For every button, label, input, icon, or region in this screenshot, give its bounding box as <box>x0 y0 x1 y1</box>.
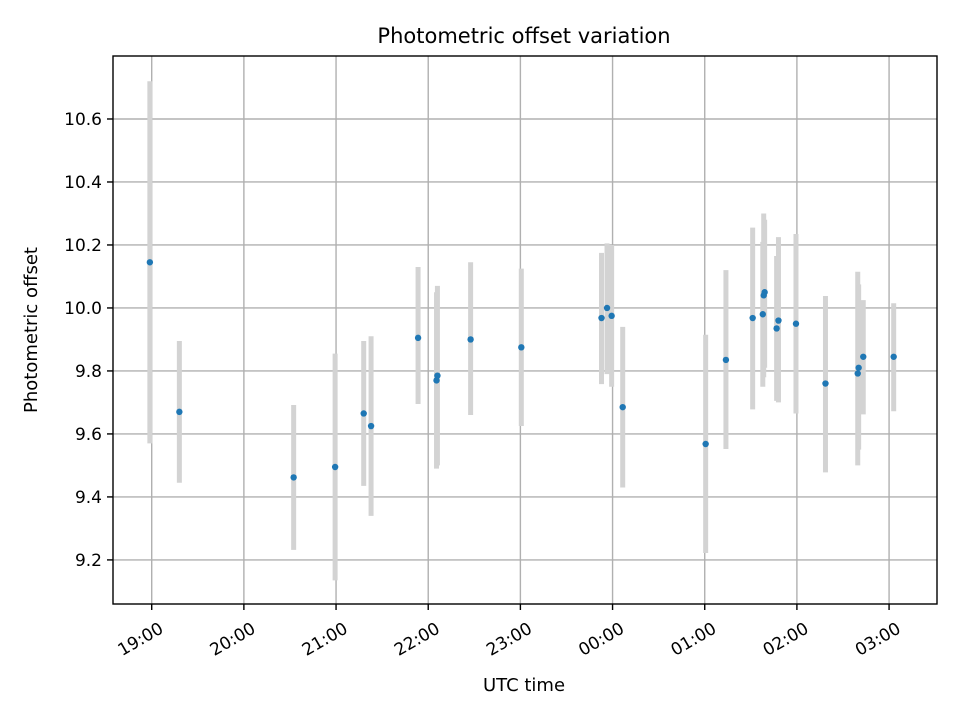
x-tick-label: 19:00 <box>115 619 167 661</box>
data-point <box>890 353 897 360</box>
data-point <box>414 334 422 342</box>
y-axis: 9.2 9.4 9.6 9.8 10.0 10.2 10.4 10.6 <box>64 110 113 571</box>
data-point <box>290 474 297 481</box>
y-tick-label: 10.6 <box>64 110 102 130</box>
x-tick-label: 03:00 <box>852 619 904 661</box>
data-point <box>702 440 709 448</box>
data-point <box>792 320 800 327</box>
data-point <box>773 325 780 332</box>
data-point <box>761 289 768 296</box>
data-point <box>518 344 525 351</box>
y-tick-label: 10.2 <box>64 236 102 256</box>
data-point <box>360 410 367 417</box>
data-point <box>367 422 375 430</box>
data-point <box>722 356 730 364</box>
x-axis-label: UTC time <box>483 675 565 696</box>
y-tick-label: 10.4 <box>64 173 102 193</box>
x-axis: 19:00 20:00 21:00 22:00 23:00 00:00 01:00 02:00… <box>115 604 904 661</box>
error-bars <box>147 81 897 581</box>
data-point <box>434 372 441 379</box>
y-tick-label: 10.0 <box>64 299 102 319</box>
y-axis-label: Photometric offset <box>21 247 42 413</box>
data-point <box>822 380 829 387</box>
x-tick-label: 21:00 <box>299 619 351 661</box>
data-point <box>619 403 626 411</box>
data-point <box>775 317 782 324</box>
x-tick-label: 20:00 <box>207 619 259 661</box>
data-point <box>759 311 766 318</box>
data-points <box>146 259 897 481</box>
x-tick-label: 22:00 <box>391 619 443 661</box>
y-tick-label: 9.8 <box>75 362 102 382</box>
data-point <box>608 312 615 320</box>
data-point <box>467 336 474 343</box>
y-tick-label: 9.2 <box>75 551 102 571</box>
x-tick-label: 01:00 <box>668 619 720 661</box>
plot-area-frame <box>112 55 938 605</box>
y-tick-label: 9.4 <box>75 488 102 508</box>
data-point <box>331 463 339 471</box>
x-tick-label: 23:00 <box>483 619 535 661</box>
data-point <box>749 314 756 322</box>
data-point <box>855 364 862 371</box>
data-point <box>598 314 605 322</box>
data-point <box>146 259 154 266</box>
data-point <box>603 304 611 312</box>
chart-title: Photometric offset variation <box>377 24 670 48</box>
data-point <box>176 408 183 416</box>
data-point <box>854 370 861 377</box>
x-tick-label: 00:00 <box>575 619 627 661</box>
y-tick-label: 9.6 <box>75 425 102 445</box>
grid <box>113 56 937 604</box>
data-point <box>860 353 867 360</box>
x-tick-label: 02:00 <box>760 619 812 661</box>
